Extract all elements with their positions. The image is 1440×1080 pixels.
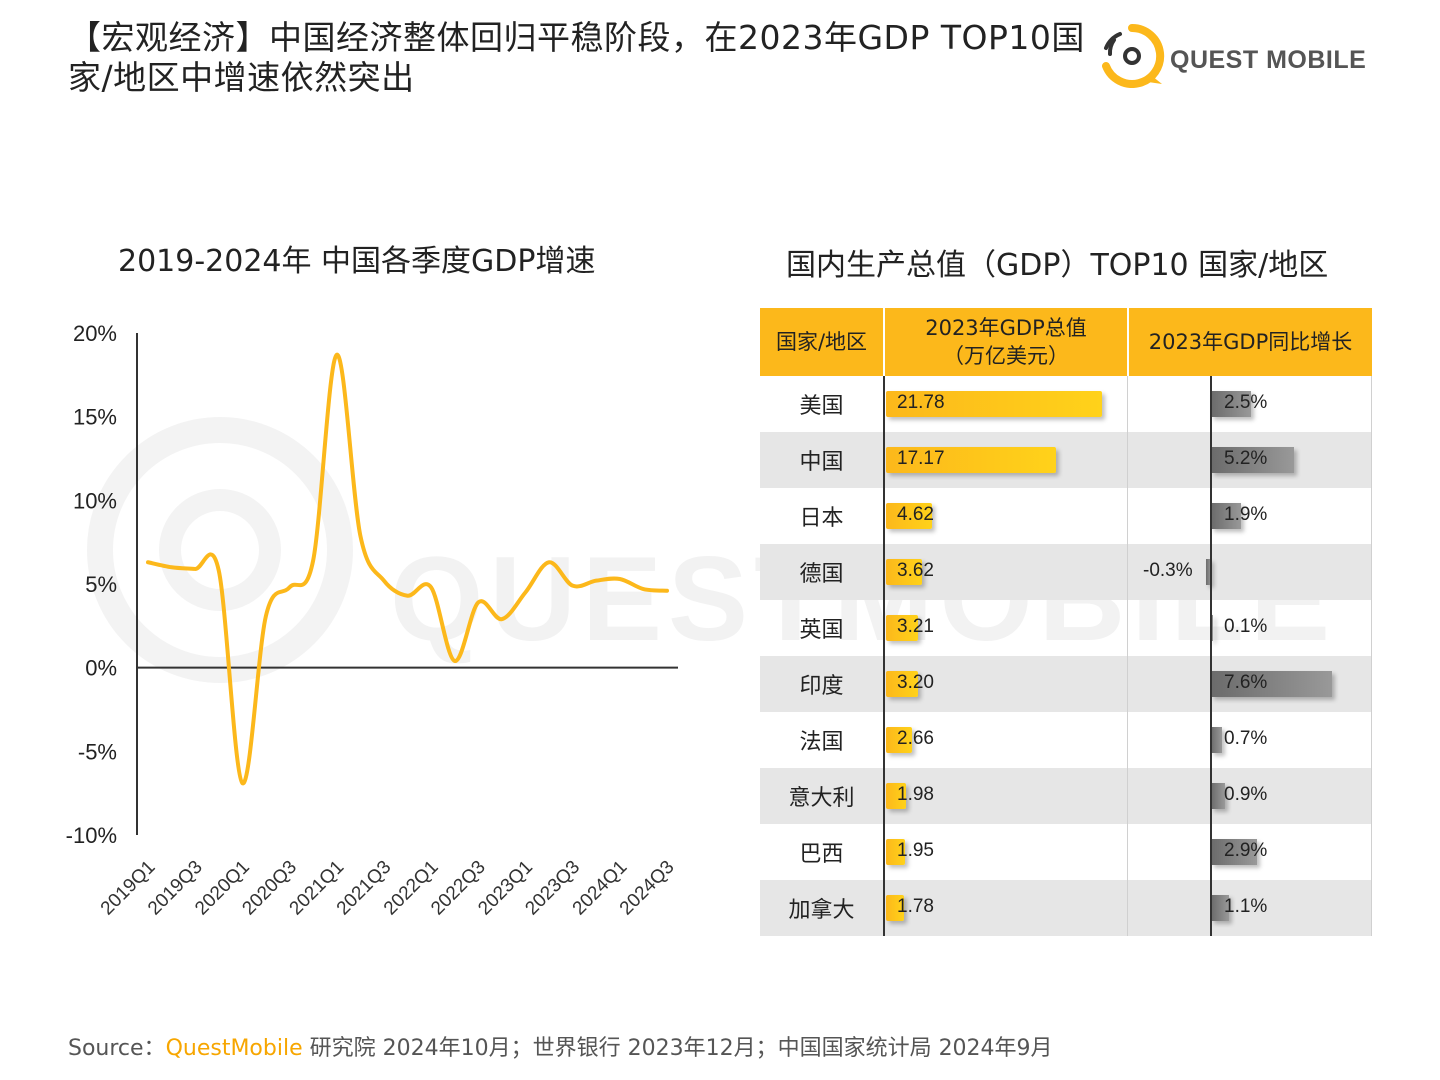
gdp-bar xyxy=(886,503,932,529)
gdp-value-label: 4.62 xyxy=(897,504,934,525)
growth-bar xyxy=(1211,839,1258,865)
gdp-value-label: 1.98 xyxy=(897,784,934,805)
growth-value-label: 0.7% xyxy=(1224,728,1268,749)
source-prefix: Source： xyxy=(68,1036,166,1061)
gdp-value-label: 2.66 xyxy=(897,728,934,749)
gdp-bar xyxy=(886,447,1057,473)
gdp-bar xyxy=(886,391,1102,417)
gdp-value-label: 17.17 xyxy=(897,448,945,469)
growth-value-label: 0.1% xyxy=(1224,616,1268,637)
y-tick-label: 15% xyxy=(73,405,117,430)
y-tick-label: 10% xyxy=(73,488,117,513)
gdp-bar xyxy=(886,559,922,585)
growth-bar xyxy=(1211,783,1226,809)
growth-value-label: 7.6% xyxy=(1224,672,1268,693)
table-row: 美国 xyxy=(760,376,1372,432)
table-row: 加拿大 xyxy=(760,880,1372,936)
logo-text: QUEST MOBILE xyxy=(1170,46,1367,74)
growth-bar xyxy=(1211,895,1229,921)
country-name: 美国 xyxy=(799,394,844,419)
table-row: 英国 xyxy=(760,600,1372,656)
table-row: 德国 xyxy=(760,544,1372,600)
page-title: 【宏观经济】中国经济整体回归平稳阶段，在2023年GDP TOP10国家/地区中… xyxy=(68,18,1085,97)
gdp-value-label: 1.78 xyxy=(897,896,934,917)
growth-bar xyxy=(1211,671,1332,697)
column-divider xyxy=(1127,376,1128,936)
growth-bar xyxy=(1211,447,1294,473)
growth-bar xyxy=(1206,559,1211,585)
y-tick-label: -10% xyxy=(66,823,117,848)
column-header-gdp: 2023年GDP总值 （万亿美元） xyxy=(925,316,1087,368)
gdp-growth-series-line xyxy=(146,352,669,786)
source-note: Source：QuestMobile 研究院 2024年10月；世界银行 202… xyxy=(68,1030,1053,1062)
y-tick-label: 5% xyxy=(85,572,117,597)
y-tick-label: -5% xyxy=(78,739,117,764)
gdp-value-label: 1.95 xyxy=(897,840,934,861)
country-name: 中国 xyxy=(799,450,844,475)
gdp-value-label: 21.78 xyxy=(897,392,945,413)
gdp-bar xyxy=(886,839,906,865)
column-header-growth: 2023年GDP同比增长 xyxy=(1148,330,1353,354)
table-header: 国家/地区 2023年GDP总值 （万亿美元） 2023年GDP同比增长 xyxy=(760,308,1372,376)
growth-bar xyxy=(1211,503,1242,529)
growth-value-label: 2.5% xyxy=(1224,392,1268,413)
country-name: 加拿大 xyxy=(788,898,855,923)
table-right-border xyxy=(1371,376,1372,936)
table-row: 巴西 xyxy=(760,824,1372,880)
logo-icon xyxy=(1102,23,1165,88)
country-name: 法国 xyxy=(799,730,844,755)
growth-bar xyxy=(1211,391,1251,417)
growth-value-label: 5.2% xyxy=(1224,448,1268,469)
header-divider xyxy=(1127,308,1129,376)
gdp-bar xyxy=(886,783,906,809)
quest-mobile-logo: QUEST MOBILE xyxy=(1092,18,1392,88)
column-header-country: 国家/地区 xyxy=(775,330,868,354)
gdp-bar xyxy=(886,727,913,753)
country-name: 巴西 xyxy=(799,842,844,867)
source-brand: QuestMobile xyxy=(165,1036,303,1061)
growth-value-label: -0.3% xyxy=(1143,560,1193,581)
country-name: 英国 xyxy=(799,618,844,643)
gdp-bar xyxy=(886,671,918,697)
country-name: 德国 xyxy=(799,562,844,587)
header-divider xyxy=(883,308,885,376)
country-name: 印度 xyxy=(799,674,844,699)
gdp-growth-line-chart: 20%15%10%5%0%-5%-10%2019Q12019Q32020Q120… xyxy=(66,321,679,919)
table-row: 意大利 xyxy=(760,768,1372,824)
table-title: 国内生产总值（GDP）TOP10 国家/地区 xyxy=(786,248,1329,283)
gdp-value-label: 3.20 xyxy=(897,672,934,693)
growth-bar xyxy=(1211,727,1223,753)
y-tick-label: 0% xyxy=(85,656,117,681)
gdp-bar xyxy=(886,895,904,921)
country-name: 日本 xyxy=(799,506,844,531)
table-row: 法国 xyxy=(760,712,1372,768)
gdp-value-label: 3.21 xyxy=(897,616,934,637)
growth-value-label: 0.9% xyxy=(1224,784,1268,805)
line-chart-title: 2019-2024年 中国各季度GDP增速 xyxy=(118,244,596,279)
gdp-axis-line xyxy=(883,376,885,936)
table-row: 日本 xyxy=(760,488,1372,544)
growth-value-label: 1.1% xyxy=(1224,896,1268,917)
growth-axis-line xyxy=(1210,376,1212,936)
gdp-value-label: 3.62 xyxy=(897,560,934,581)
gdp-bar xyxy=(886,615,918,641)
growth-value-label: 2.9% xyxy=(1224,840,1268,861)
country-name: 意大利 xyxy=(788,786,855,811)
y-tick-label: 20% xyxy=(73,321,117,346)
source-rest: 研究院 2024年10月；世界银行 2023年12月；中国国家统计局 2024年… xyxy=(302,1036,1053,1061)
growth-bar xyxy=(1211,615,1213,641)
growth-value-label: 1.9% xyxy=(1224,504,1268,525)
